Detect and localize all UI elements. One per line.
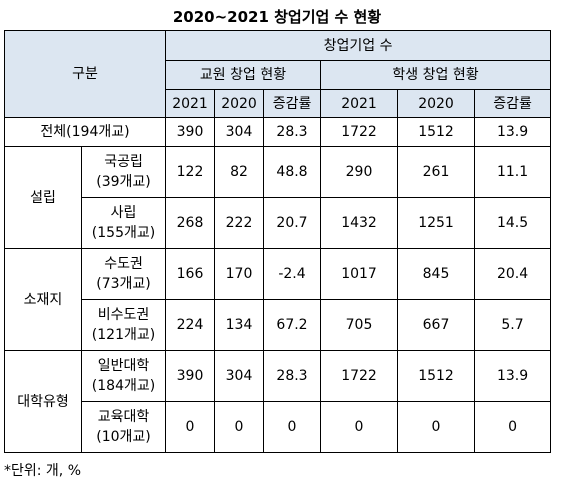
cell-value: 0 xyxy=(165,401,216,453)
header-gubun: 구분 xyxy=(3,30,167,118)
header-row-1: 구분 창업기업 수 xyxy=(3,30,552,118)
cell-value: 290 xyxy=(320,146,399,198)
row-name: 사립 xyxy=(110,205,137,221)
row-name: 수도권 xyxy=(104,256,143,272)
cell-value: 0 xyxy=(474,401,552,453)
cell-value: 261 xyxy=(397,146,476,198)
row-name: 국공립 xyxy=(104,154,143,170)
row-label-general: 일반대학 (184개교) xyxy=(80,350,167,402)
cell-value: 0 xyxy=(263,401,322,453)
header-faculty-change: 증감률 xyxy=(263,89,322,118)
cell-value: 304 xyxy=(214,350,265,402)
row-label-capital: 수도권 (73개교) xyxy=(80,248,167,300)
table-row-education: 교육대학 (10개교) 0 0 0 0 0 0 xyxy=(5,401,552,453)
cell-value: 1512 xyxy=(397,350,476,402)
cell-value: 14.5 xyxy=(474,197,552,249)
cell-value: 82 xyxy=(214,146,265,198)
header-student-2020: 2020 xyxy=(397,89,476,118)
cell-value: 48.8 xyxy=(263,146,322,198)
cell-value: 222 xyxy=(214,197,265,249)
cell-value: 1722 xyxy=(320,117,399,147)
cell-value: 20.7 xyxy=(263,197,322,249)
table-row-total: 전체(194개교) 390 304 28.3 1722 1512 13.9 xyxy=(3,117,552,147)
row-count: (121개교) xyxy=(91,327,156,343)
row-name: 교육대학 xyxy=(97,409,150,425)
cell-value: 390 xyxy=(165,117,216,147)
row-count: (10개교) xyxy=(96,429,151,445)
header-student: 학생 창업 현황 xyxy=(320,60,552,90)
startup-stats-table: 구분 창업기업 수 교원 창업 현황 학생 창업 현황 2021 2020 증감… xyxy=(3,30,552,453)
group-label-location: 소재지 xyxy=(4,248,82,351)
cell-value: 11.1 xyxy=(474,146,552,198)
cell-value: 1432 xyxy=(320,197,399,249)
row-count: (184개교) xyxy=(91,378,156,394)
table-row-capital: 소재지 수도권 (73개교) 166 170 -2.4 1017 845 20.… xyxy=(4,248,552,351)
row-label-non-capital: 비수도권 (121개교) xyxy=(80,299,167,351)
row-label-national: 국공립 (39개교) xyxy=(80,146,167,198)
cell-value: 845 xyxy=(397,248,476,300)
cell-value: 170 xyxy=(214,248,265,300)
cell-value: -2.4 xyxy=(263,248,322,300)
row-label-education: 교육대학 (10개교) xyxy=(80,401,167,453)
cell-value: 20.4 xyxy=(474,248,552,300)
cell-value: 224 xyxy=(165,299,216,351)
cell-value: 1017 xyxy=(320,248,399,300)
row-count: (39개교) xyxy=(96,174,151,190)
cell-value: 1251 xyxy=(397,197,476,249)
cell-value: 122 xyxy=(165,146,216,198)
cell-value: 134 xyxy=(214,299,265,351)
row-count: (155개교) xyxy=(91,225,156,241)
header-student-2021: 2021 xyxy=(320,89,399,118)
cell-value: 390 xyxy=(165,350,216,402)
row-count: (73개교) xyxy=(96,276,151,292)
row-name: 비수도권 xyxy=(97,307,150,323)
cell-value: 28.3 xyxy=(263,117,322,147)
cell-value: 304 xyxy=(214,117,265,147)
cell-value: 67.2 xyxy=(263,299,322,351)
cell-value: 1722 xyxy=(320,350,399,402)
unit-footnote: *단위: 개, % xyxy=(4,463,82,479)
cell-value: 28.3 xyxy=(263,350,322,402)
header-startup-count: 창업기업 수 xyxy=(165,30,552,61)
group-label-founding: 설립 xyxy=(4,146,82,249)
cell-value: 0 xyxy=(397,401,476,453)
cell-value: 268 xyxy=(165,197,216,249)
cell-value: 13.9 xyxy=(474,350,552,402)
table-title: 2020~2021 창업기업 수 현황 xyxy=(172,8,382,26)
row-label-private: 사립 (155개교) xyxy=(80,197,167,249)
table-row-general: 대학유형 일반대학 (184개교) 390 304 28.3 1722 1512… xyxy=(4,350,552,453)
cell-value: 1512 xyxy=(397,117,476,147)
header-row-2: 교원 창업 현황 학생 창업 현황 xyxy=(4,60,552,90)
cell-value: 667 xyxy=(397,299,476,351)
cell-value: 705 xyxy=(320,299,399,351)
group-label-univ-type: 대학유형 xyxy=(4,350,82,453)
header-student-change: 증감률 xyxy=(474,89,552,118)
table-row-national: 설립 국공립 (39개교) 122 82 48.8 290 261 11.1 xyxy=(4,146,552,249)
table-row-private: 사립 (155개교) 268 222 20.7 1432 1251 14.5 xyxy=(5,197,552,249)
header-faculty: 교원 창업 현황 xyxy=(165,60,322,90)
header-faculty-2021: 2021 xyxy=(165,89,216,118)
cell-value: 166 xyxy=(165,248,216,300)
row-label-total: 전체(194개교) xyxy=(3,117,167,147)
cell-value: 0 xyxy=(320,401,399,453)
cell-value: 0 xyxy=(214,401,265,453)
header-faculty-2020: 2020 xyxy=(214,89,265,118)
cell-value: 13.9 xyxy=(474,117,552,147)
cell-value: 5.7 xyxy=(474,299,552,351)
table-row-non-capital: 비수도권 (121개교) 224 134 67.2 705 667 5.7 xyxy=(5,299,552,351)
row-name: 일반대학 xyxy=(97,358,150,374)
